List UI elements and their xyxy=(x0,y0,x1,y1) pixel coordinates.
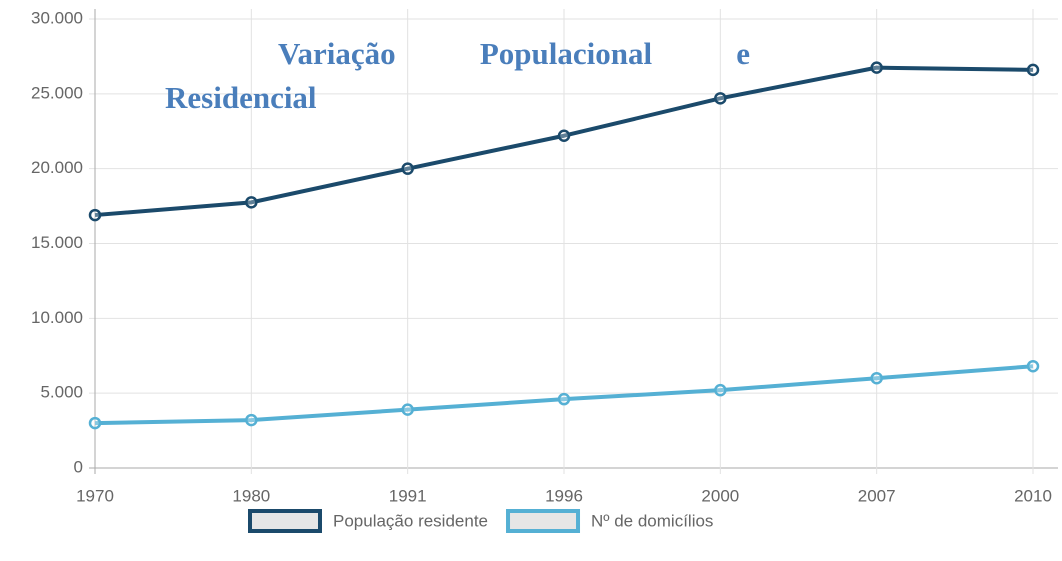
x-tick-label: 1980 xyxy=(232,486,270,505)
series-line xyxy=(94,65,1034,218)
y-tick-label: 5.000 xyxy=(40,383,83,402)
point xyxy=(88,416,102,430)
y-tick-label: 25.000 xyxy=(31,83,83,102)
point xyxy=(401,162,414,175)
point xyxy=(557,129,571,142)
point xyxy=(401,403,414,416)
point xyxy=(1026,63,1040,77)
y-tick-label: 15.000 xyxy=(31,233,83,252)
point xyxy=(245,413,258,427)
point xyxy=(1026,359,1040,373)
x-tick-label: 2007 xyxy=(858,486,896,505)
legend-swatch xyxy=(506,509,581,533)
point xyxy=(88,208,102,222)
x-tick-label: 1996 xyxy=(545,486,583,505)
y-tick-label: 20.000 xyxy=(31,158,83,177)
point xyxy=(870,61,883,74)
legend-label: Nº de domicílios xyxy=(591,511,713,530)
point xyxy=(557,392,571,406)
point xyxy=(870,371,883,385)
x-tick-label: 1970 xyxy=(76,486,114,505)
point xyxy=(245,196,258,209)
y-tick-label: 0 xyxy=(74,457,83,476)
legend-swatch xyxy=(248,509,322,533)
x-tick-label: 1991 xyxy=(389,486,427,505)
x-tick-label: 2000 xyxy=(701,486,739,505)
series-line xyxy=(94,364,1034,426)
x-tick-label: 2010 xyxy=(1014,486,1052,505)
y-tick-label: 30.000 xyxy=(31,8,83,27)
chart-title: Variação Populacional e Residencial xyxy=(165,36,750,115)
point xyxy=(714,92,727,105)
y-tick-label: 10.000 xyxy=(31,308,83,327)
legend-label: População residente xyxy=(333,511,488,530)
point xyxy=(714,383,727,397)
